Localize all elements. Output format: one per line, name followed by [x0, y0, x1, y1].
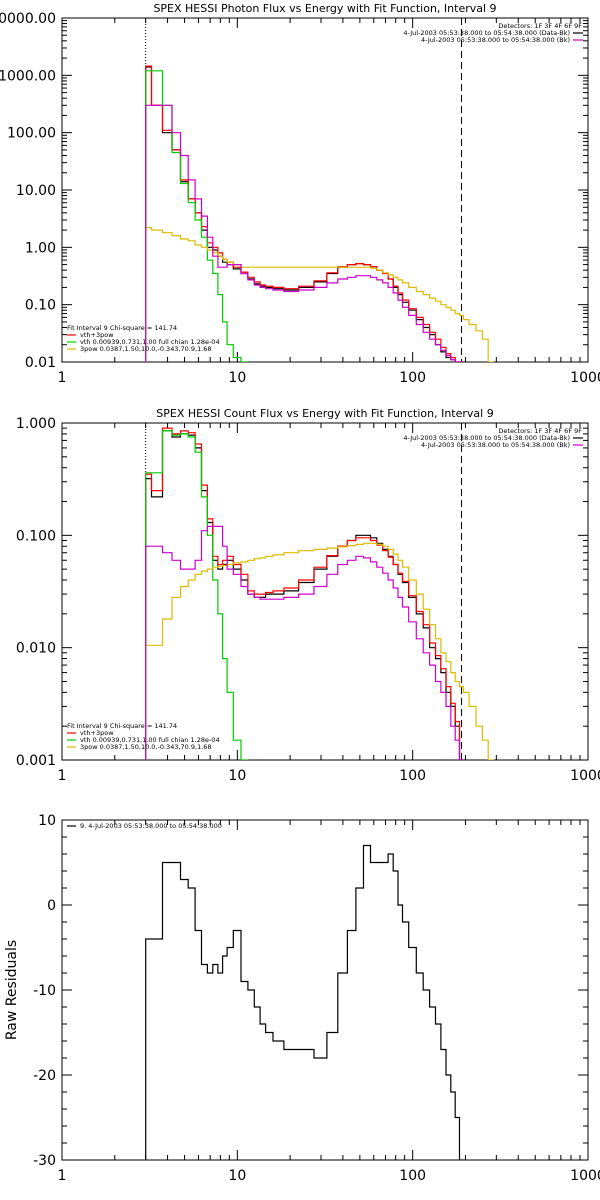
chart-0-legend-label: vth 0.00939,0.731,1.00 full chian 1.28e-… [80, 338, 220, 346]
chart-0-x-tick-label: 100 [399, 370, 426, 386]
chart-1-legend-label: 3pow 0.0387,1.50,10.0,-0.343,70.9,1.68 [80, 743, 212, 751]
chart-0-plot-frame [61, 17, 589, 363]
chart-1-plot-frame [61, 422, 589, 761]
residuals-panel: 1 10 100 1000 -30 -20 -10 0 10 Raw Residuals 9. 4-… [4, 813, 600, 1184]
chart-1-series-2-line [145, 430, 249, 760]
chart-1-legend-title: Fit Interval 9 Chi-square = 141.74 [67, 722, 177, 730]
chart-0-series-2-line [145, 70, 249, 362]
chart-1-x-tick-label: 10 [228, 768, 246, 784]
chart-0-header-line: Detectors: 1F 3F 4F 6F 9F [498, 22, 582, 30]
chart-2-y-tick-label: 0 [47, 898, 56, 914]
chart-2-x-tick-label: 1 [58, 1168, 67, 1184]
count-flux-panel: SPEX HESSI Count Flux vs Energy with Fit… [16, 407, 600, 784]
chart-0-x-tick-label: 1000 [570, 370, 600, 386]
chart-1-y-tick-label: 1.000 [16, 416, 56, 432]
chart-0-header-line: 4-Jul-2003 05:53:38.000 to 05:54:38.000 … [403, 29, 570, 37]
chart-0-legend-title: Fit Interval 9 Chi-square = 141.74 [67, 324, 177, 332]
chart-0-y-tick-label: 0.10 [25, 298, 56, 314]
chart-0-title: SPEX HESSI Photon Flux vs Energy with Fi… [153, 2, 496, 15]
chart-1-header-line: 4-Jul-2003 05:53:38.000 to 05:54:38.000 … [421, 441, 570, 449]
chart-1-legend-label: vth+3pow [80, 729, 114, 737]
chart-0-y-tick-label: 10000.00 [0, 11, 56, 27]
chart-1-legend-label: vth 0.00939,0.731,1.00 full chian 1.28e-… [80, 736, 220, 744]
chart-2-y-tick-label: 10 [38, 813, 56, 829]
chart-1-header-line: Detectors: 1F 3F 4F 6F 9F [498, 427, 582, 435]
chart-1-x-tick-label: 100 [399, 768, 426, 784]
chart-2-y-tick-label: -10 [33, 983, 56, 999]
chart-1-series-4-line [145, 525, 464, 760]
chart-2-series-0-line [145, 844, 464, 1160]
chart-0-y-tick-label: 10.00 [16, 183, 56, 199]
chart-0-x-tick-label: 1 [58, 370, 67, 386]
chart-0-y-tick-label: 0.01 [25, 355, 56, 371]
chart-1-header-line: 4-Jul-2003 05:53:38.000 to 05:54:38.000 … [403, 434, 570, 442]
chart-2-x-tick-label: 10 [228, 1168, 246, 1184]
chart-0-y-tick-label: 1.00 [25, 240, 56, 256]
chart-1-x-tick-label: 1000 [570, 768, 600, 784]
chart-0-legend-label: vth+3pow [80, 331, 114, 339]
chart-0-header-line: 4-Jul-2003 05:53:38.000 to 05:54:38.000 … [421, 36, 570, 44]
chart-0-y-tick-label: 1000.00 [0, 68, 56, 84]
chart-2-x-tick-label: 1000 [570, 1168, 600, 1184]
chart-0-series-4-line [145, 104, 464, 362]
chart-2-plot-frame [61, 819, 589, 1161]
chart-1-series-3-line [145, 542, 494, 760]
chart-2-y-tick-label: -20 [33, 1068, 56, 1084]
chart-0-x-tick-label: 10 [228, 370, 246, 386]
chart-2-y-axis-label: Raw Residuals [4, 940, 20, 1040]
chart-1-y-tick-label: 0.001 [16, 753, 56, 769]
chart-1-y-tick-label: 0.010 [16, 641, 56, 657]
chart-2-x-tick-label: 100 [399, 1168, 426, 1184]
chart-1-x-tick-label: 1 [58, 768, 67, 784]
chart-2-y-tick-label: -30 [33, 1153, 56, 1169]
chart-0-series-3-line [145, 227, 494, 362]
chart-1-y-tick-label: 0.100 [16, 528, 56, 544]
chart-0-y-tick-label: 100.00 [7, 126, 56, 142]
chart-0-legend-label: 3pow 0.0387,1.50,10.0,-0.343,70.9,1.68 [80, 345, 212, 353]
chart-2-legend-label: 9. 4-Jul-2003 05:53:38.000 to 05:54:38.0… [80, 822, 222, 830]
chart-1-title: SPEX HESSI Count Flux vs Energy with Fit… [156, 407, 493, 420]
photon-flux-panel: SPEX HESSI Photon Flux vs Energy with Fi… [0, 2, 600, 386]
